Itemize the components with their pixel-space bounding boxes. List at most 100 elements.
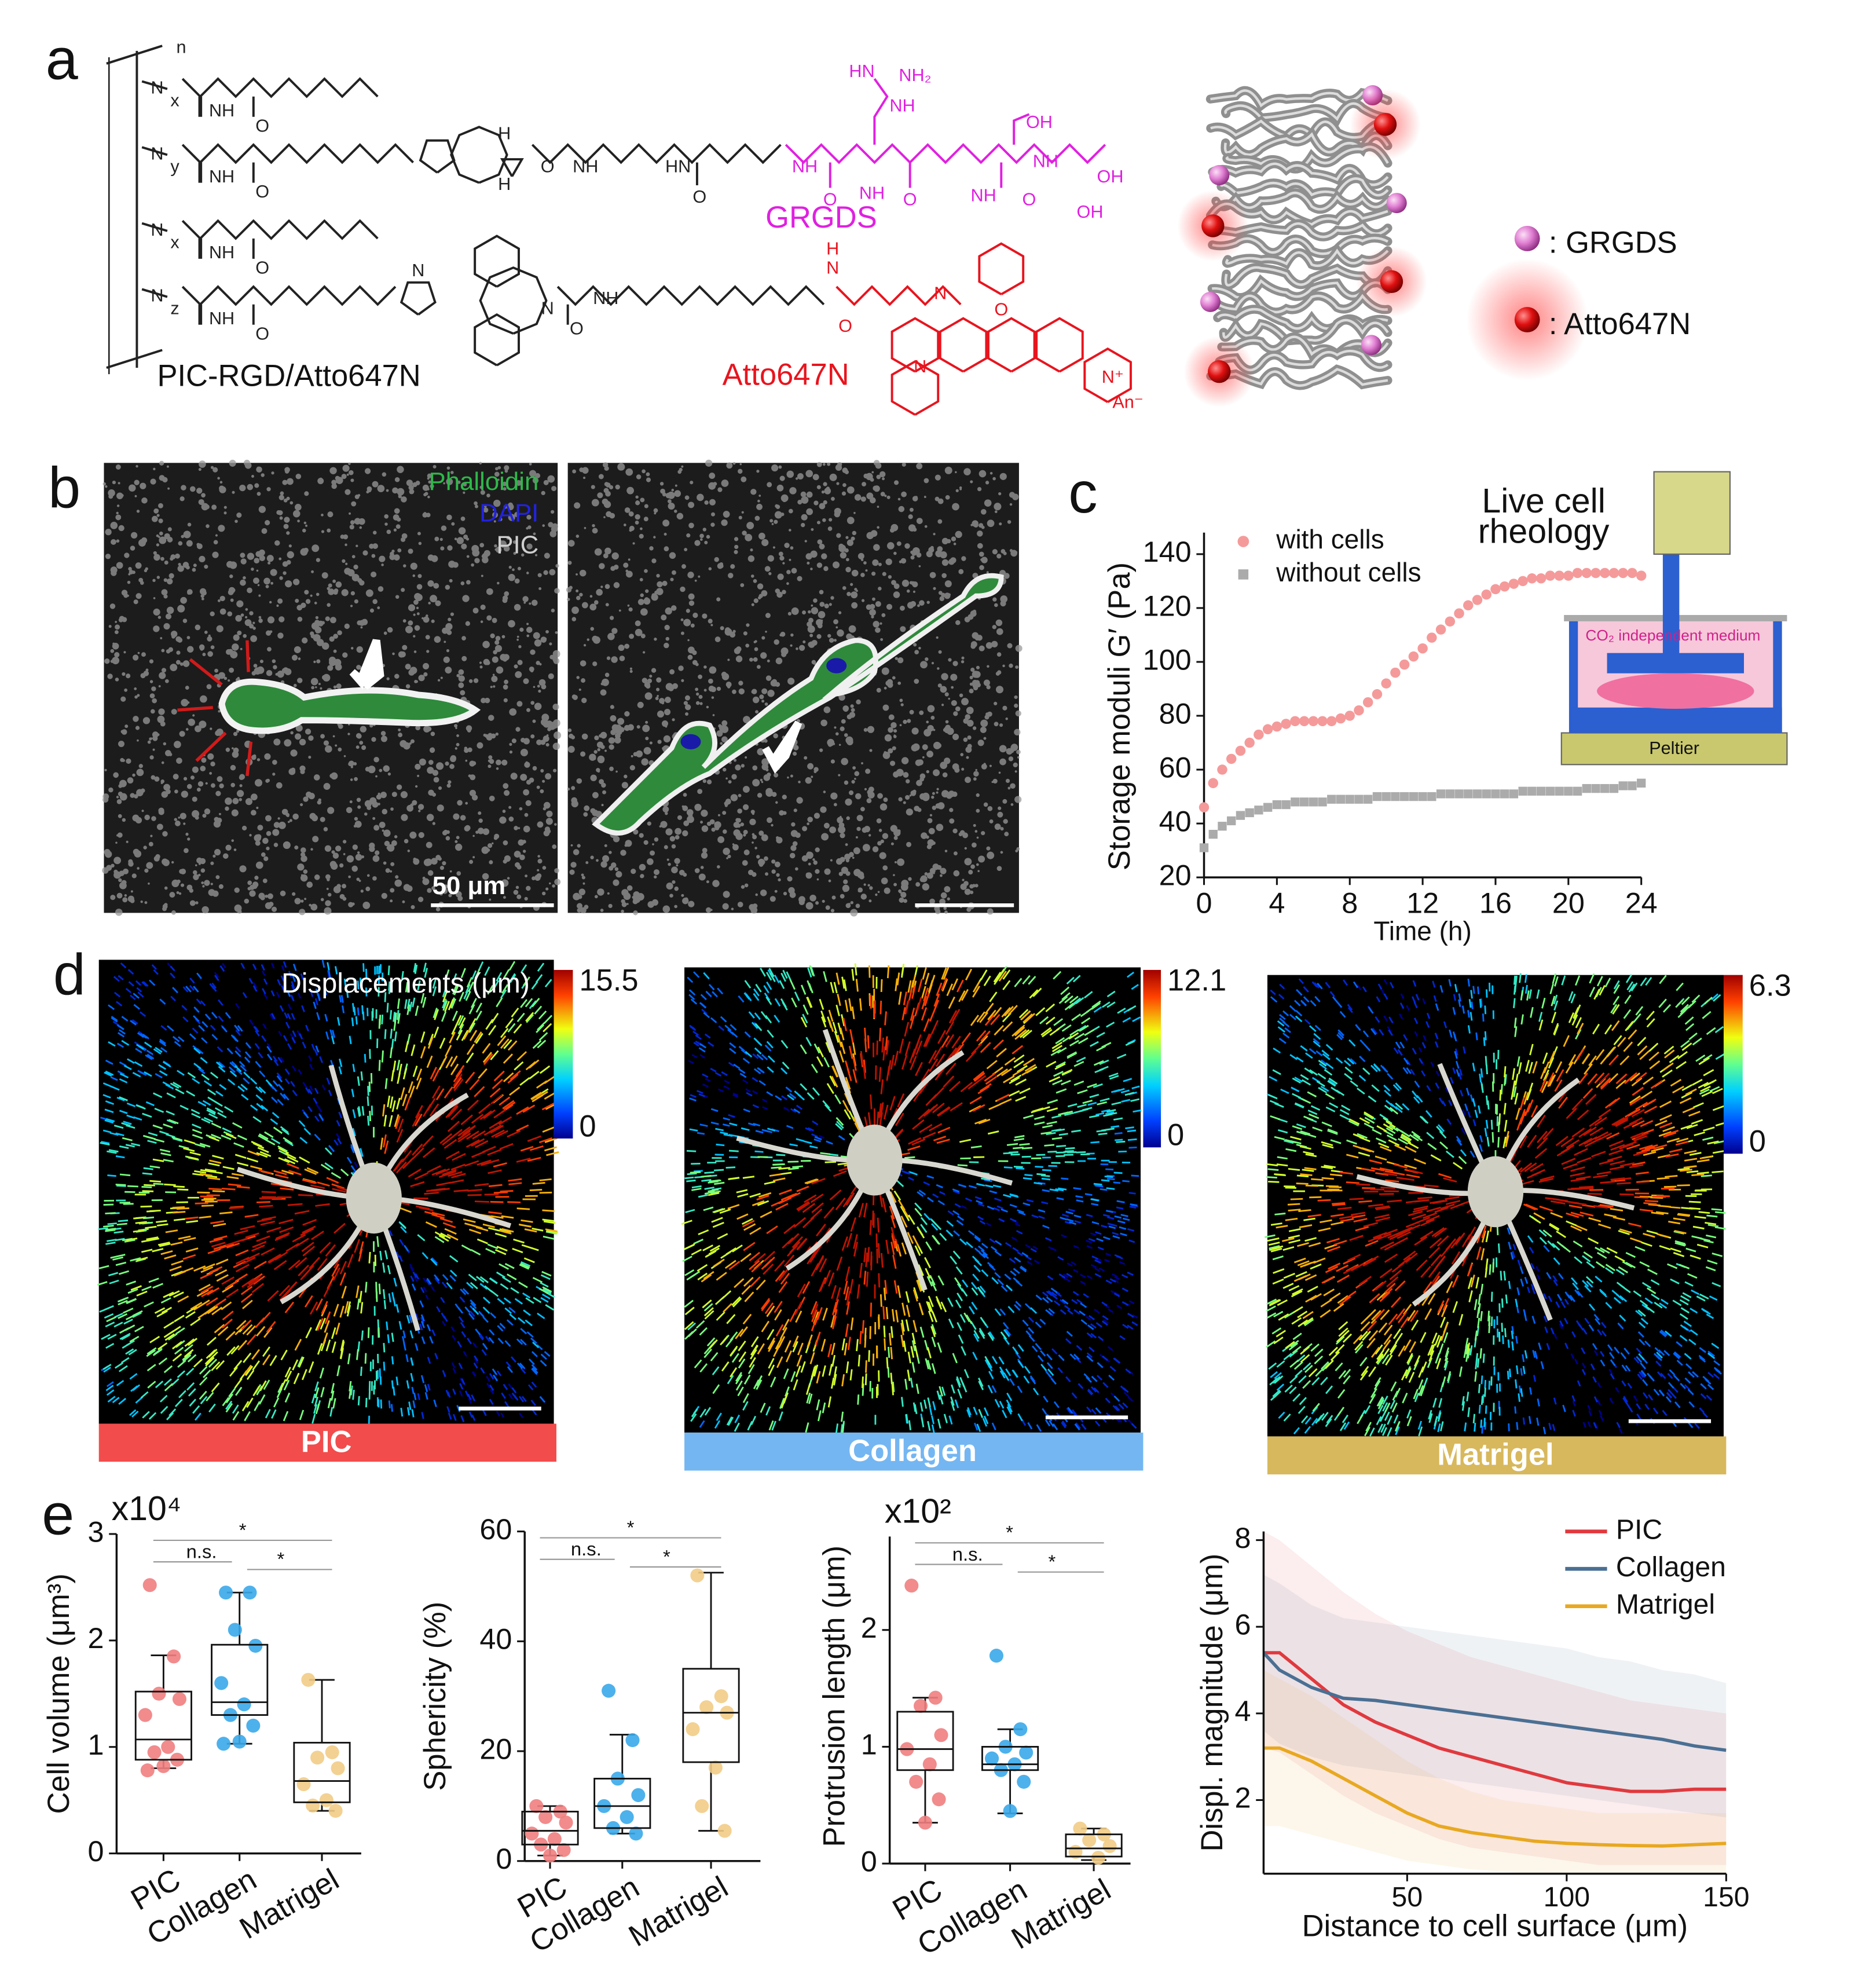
data-point xyxy=(1244,737,1255,748)
significance-label: n.s. xyxy=(186,1540,217,1562)
data-point xyxy=(695,1799,709,1813)
y-tick-label: 0 xyxy=(861,1844,877,1877)
data-point xyxy=(156,1759,171,1773)
data-point xyxy=(699,1700,714,1715)
y-tick-label: 60 xyxy=(1159,750,1192,784)
displacement-vectors xyxy=(687,971,1139,1432)
data-point xyxy=(932,1792,946,1807)
data-line xyxy=(1263,1746,1727,1848)
data-point xyxy=(310,1751,325,1765)
data-point xyxy=(1082,1833,1097,1847)
data-point xyxy=(167,1649,181,1664)
colorbar xyxy=(1143,969,1161,1148)
y-tick-label: 3 xyxy=(87,1515,104,1548)
legend-marker xyxy=(1238,569,1249,580)
displacement-vectors xyxy=(1266,984,1727,1383)
inset-sample xyxy=(1597,673,1754,709)
bond xyxy=(873,78,889,145)
data-point xyxy=(1600,568,1610,579)
data-point xyxy=(1436,789,1446,799)
data-point xyxy=(543,1848,558,1863)
bond xyxy=(181,77,379,98)
data-point xyxy=(1536,786,1546,796)
data-point xyxy=(161,1740,175,1754)
data-point xyxy=(1262,724,1273,735)
arrow xyxy=(762,720,802,774)
atom-label: O xyxy=(255,258,269,278)
y-tick-label: 2 xyxy=(861,1611,877,1644)
inset-base xyxy=(1560,732,1788,766)
data-point xyxy=(1527,786,1537,796)
x-tick-label: 150 xyxy=(1703,1881,1749,1913)
legend-label: Collagen xyxy=(1616,1551,1726,1583)
axis-multiplier: x10² xyxy=(885,1492,951,1531)
data-point xyxy=(1362,697,1373,708)
data-point xyxy=(1490,584,1501,595)
data-point xyxy=(1309,797,1318,807)
bond xyxy=(181,143,414,164)
inset-shaft xyxy=(1662,554,1680,656)
bond xyxy=(474,313,520,367)
data-point xyxy=(690,1568,705,1583)
displacement-vectors xyxy=(728,977,1024,1357)
data-point xyxy=(547,1832,562,1846)
fiber-network xyxy=(566,459,1023,917)
legend-label: : GRGDS xyxy=(1549,226,1677,260)
bond xyxy=(450,126,508,184)
y-tick-label: 1 xyxy=(87,1728,104,1761)
bond xyxy=(531,143,782,164)
significance-label: n.s. xyxy=(571,1538,602,1559)
bond xyxy=(106,45,163,65)
data-point xyxy=(1508,579,1519,589)
colorbar-title: Displacements (μm) xyxy=(281,968,530,999)
legend-marker xyxy=(1514,225,1540,251)
y-tick-label: 6 xyxy=(1234,1608,1251,1641)
data-point xyxy=(243,1586,257,1600)
data-point xyxy=(296,1777,311,1792)
displacement-vectors xyxy=(1268,973,1725,1437)
y-axis-label: Protrusion length (μm) xyxy=(818,1546,852,1847)
data-point xyxy=(1318,797,1327,807)
material-bar xyxy=(1267,1436,1727,1475)
data-point xyxy=(1600,784,1610,793)
atto-sphere xyxy=(1380,270,1403,294)
polymer-highlight xyxy=(1225,248,1389,268)
data-point xyxy=(1628,781,1637,790)
x-tick-label: 0 xyxy=(1196,887,1212,920)
atom-label: NH xyxy=(792,156,818,176)
data-point xyxy=(1017,1774,1031,1789)
inset-label: Peltier xyxy=(1649,738,1699,758)
data-point xyxy=(928,1690,943,1705)
data-point xyxy=(328,1804,343,1818)
x-axis-label: Time (h) xyxy=(1373,916,1471,946)
error-band xyxy=(1263,1575,1727,1818)
data-point xyxy=(1472,789,1482,799)
nucleus xyxy=(826,658,847,673)
atom-label: H xyxy=(498,174,511,194)
atom-label: N xyxy=(826,258,839,278)
data-point xyxy=(1582,784,1591,793)
micrograph xyxy=(104,463,558,913)
data-point xyxy=(914,1698,928,1713)
atom-label: O xyxy=(255,182,269,202)
data-point xyxy=(625,1733,640,1748)
data-point xyxy=(1427,632,1437,643)
dye-label: Atto647N xyxy=(723,357,849,391)
displacement-vectors xyxy=(1266,974,1720,1436)
data-point xyxy=(1591,568,1601,579)
displacement-vectors xyxy=(160,1028,559,1376)
data-point xyxy=(1518,576,1528,587)
data-point xyxy=(1199,843,1209,852)
atto-sphere xyxy=(1201,214,1225,237)
box xyxy=(896,1711,954,1771)
atom-label: N xyxy=(412,261,424,280)
y-tick-label: 2 xyxy=(87,1621,104,1654)
data-point xyxy=(1003,1804,1017,1818)
bond xyxy=(141,222,168,232)
cell-protrusions xyxy=(736,1028,1013,1291)
bond xyxy=(785,143,1106,164)
atom-label: x xyxy=(170,91,179,111)
atom-label: O xyxy=(541,156,555,176)
inset-head xyxy=(1653,471,1731,555)
data-point xyxy=(556,1843,571,1857)
